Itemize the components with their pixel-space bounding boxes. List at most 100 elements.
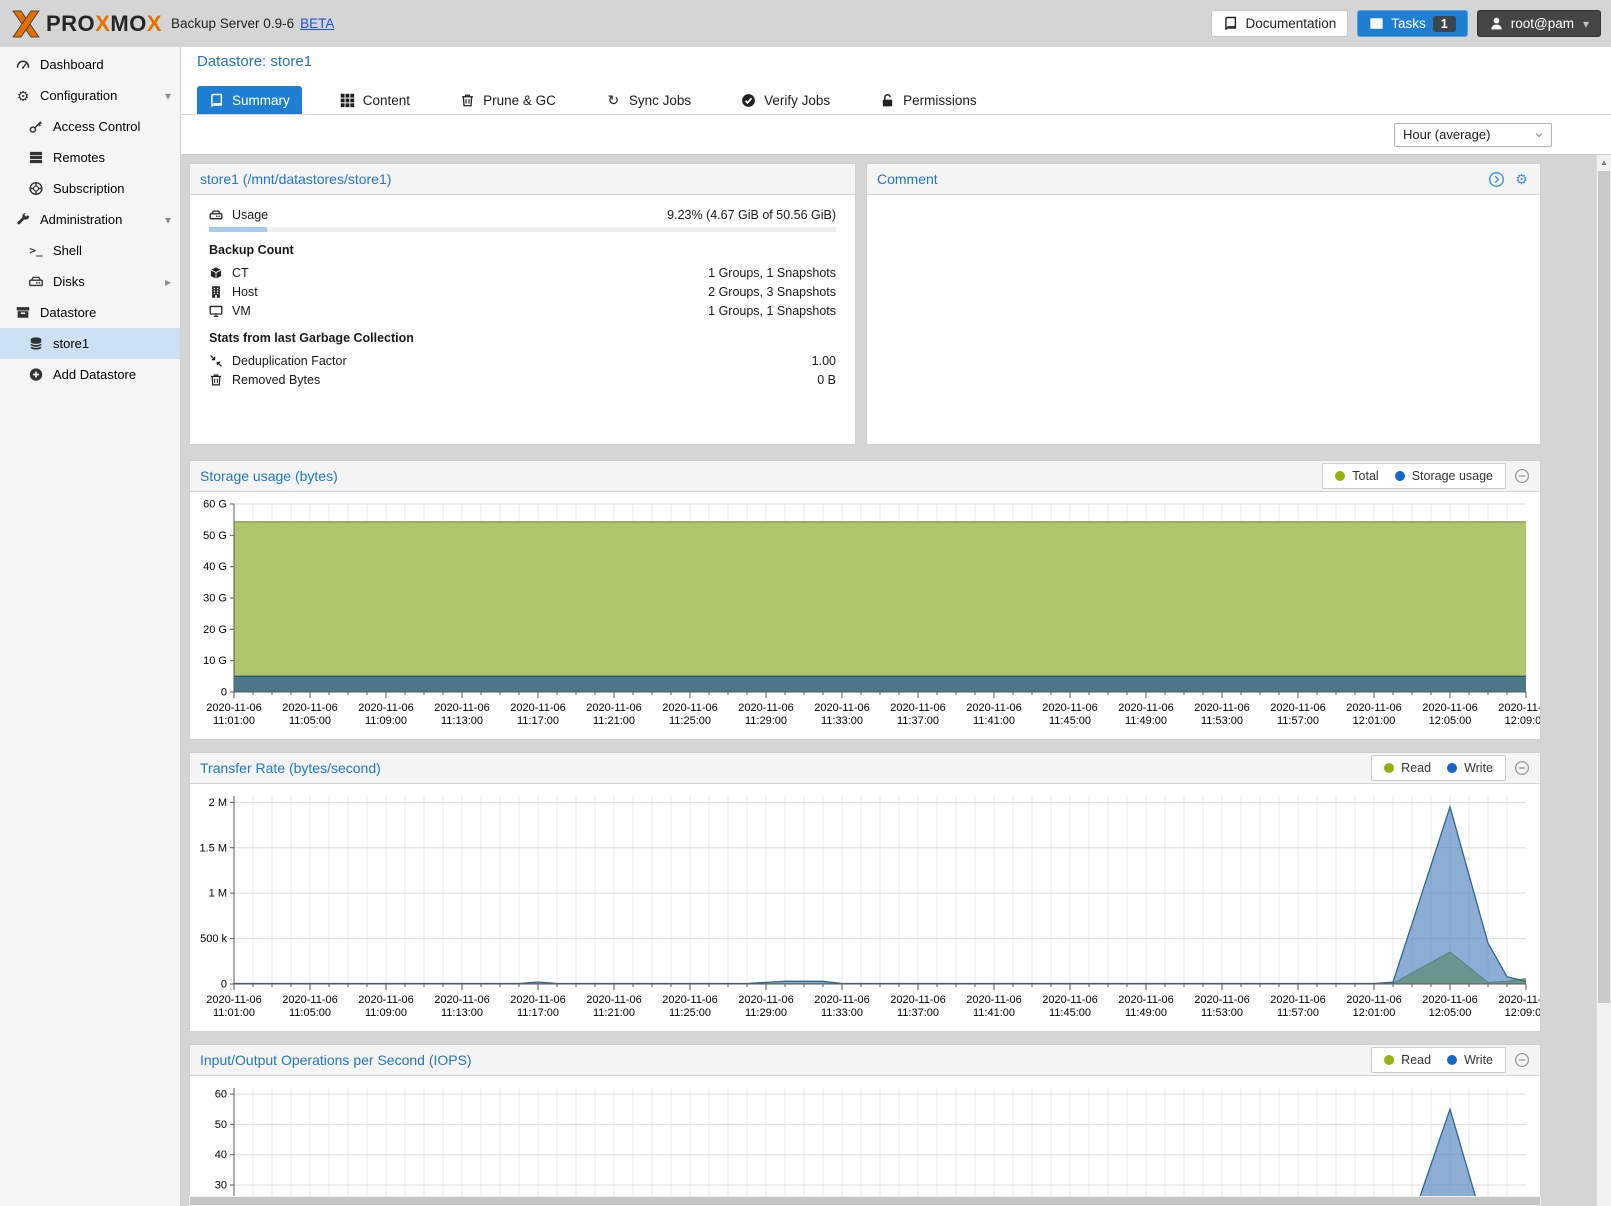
chart-title: Storage usage (bytes) [200, 468, 338, 484]
chevron-down-icon: ▾ [1582, 16, 1589, 31]
tab-summary[interactable]: Summary [197, 86, 302, 114]
svg-text:2020-11-06: 2020-11-06 [358, 994, 413, 1006]
horizontal-scrollbar[interactable] [189, 1196, 1541, 1206]
svg-text:2020-11-06: 2020-11-06 [586, 702, 641, 714]
tasks-button[interactable]: Tasks 1 [1357, 10, 1468, 37]
top-bar: PROXMOX Backup Server 0.9-6 BETA Documen… [0, 0, 1611, 47]
beta-link[interactable]: BETA [300, 16, 335, 31]
tab-content[interactable]: Content [328, 86, 422, 114]
minus-circle-icon[interactable] [1514, 760, 1530, 776]
svg-text:2020-11-06: 2020-11-06 [1042, 994, 1097, 1006]
chart-legend: Total Storage usage [1322, 463, 1506, 489]
legend-entry-read[interactable]: Read [1384, 761, 1431, 775]
svg-text:11:01:00: 11:01:00 [213, 1007, 255, 1019]
legend-label: Write [1464, 761, 1493, 775]
legend-label: Read [1401, 761, 1432, 775]
scroll-up-arrow[interactable]: ▲ [1600, 158, 1608, 167]
svg-text:2 M: 2 M [209, 797, 227, 809]
user-menu-button[interactable]: root@pam ▾ [1476, 10, 1601, 37]
tab-verify-jobs[interactable]: Verify Jobs [729, 86, 842, 114]
svg-text:0: 0 [221, 687, 227, 699]
sidebar-item-configuration[interactable]: ⚙ Configuration ▾ [0, 80, 180, 111]
storage-usage-chart: 0 10 G 20 G 30 G 40 G 50 G 60 G 2020-11-06 11:01… [190, 492, 1554, 743]
svg-text:2020-11-06: 2020-11-06 [1270, 702, 1325, 714]
svg-text:12:09:00: 12:09:00 [1505, 715, 1540, 727]
svg-text:11:41:00: 11:41:00 [973, 1007, 1015, 1019]
product-name: Backup Server 0.9-6 [171, 16, 295, 31]
legend-dot-icon [1447, 763, 1458, 773]
tab-sync-jobs[interactable]: ↻ Sync Jobs [594, 86, 703, 114]
sidebar-item-label: Shell [53, 243, 82, 258]
svg-text:11:33:00: 11:33:00 [821, 715, 863, 727]
tab-permissions[interactable]: Permissions [868, 86, 989, 114]
tab-prune-gc[interactable]: Prune & GC [448, 86, 568, 114]
svg-text:11:33:00: 11:33:00 [821, 1007, 863, 1019]
stat-label: Usage [232, 207, 269, 222]
stat-label: Host [232, 284, 258, 299]
documentation-button[interactable]: Documentation [1211, 10, 1349, 37]
svg-text:2020-11-06: 2020-11-06 [206, 994, 261, 1006]
sidebar-item-label: Configuration [40, 88, 118, 103]
book-icon [1223, 16, 1238, 31]
svg-text:1 M: 1 M [209, 888, 227, 900]
caret-down-icon: ▾ [164, 88, 171, 103]
svg-text:0: 0 [221, 979, 227, 991]
terminal-icon: >_ [29, 244, 43, 257]
timeframe-select[interactable]: Hour (average) [1394, 122, 1552, 147]
sidebar-item-add-datastore[interactable]: Add Datastore [0, 359, 180, 390]
sidebar-item-disks[interactable]: Disks ▸ [0, 266, 180, 297]
book-icon [209, 93, 224, 108]
legend-entry-write[interactable]: Write [1447, 761, 1493, 775]
svg-text:11:17:00: 11:17:00 [517, 715, 559, 727]
svg-text:2020-11-06: 2020-11-06 [1346, 994, 1401, 1006]
svg-text:12:05:00: 12:05:00 [1429, 715, 1472, 727]
legend-entry-read[interactable]: Read [1384, 1053, 1431, 1067]
sidebar-item-subscription[interactable]: Subscription [0, 173, 180, 204]
minus-circle-icon[interactable] [1514, 468, 1530, 484]
svg-text:2020-11-06: 2020-11-06 [814, 702, 869, 714]
legend-dot-icon [1335, 471, 1346, 481]
svg-text:11:05:00: 11:05:00 [289, 715, 331, 727]
sidebar-item-administration[interactable]: Administration ▾ [0, 204, 180, 235]
svg-text:40: 40 [215, 1149, 227, 1161]
sidebar-item-datastore[interactable]: Datastore [0, 297, 180, 328]
datastore-summary-body: Usage 9.23% (4.67 GiB of 50.56 GiB) Backup… [190, 195, 855, 399]
legend-entry-storage-usage[interactable]: Storage usage [1394, 469, 1493, 483]
chart-title: Transfer Rate (bytes/second) [200, 760, 381, 776]
svg-text:2020-11-06: 2020-11-06 [1042, 702, 1097, 714]
backup-count-row-host: Host 2 Groups, 3 Snapshots [209, 282, 836, 301]
vertical-scrollbar-thumb[interactable] [1598, 171, 1610, 1003]
comment-panel: Comment ⚙ [866, 163, 1541, 445]
legend-entry-total[interactable]: Total [1335, 469, 1379, 483]
svg-text:11:37:00: 11:37:00 [897, 1007, 939, 1019]
legend-dot-icon [1447, 1055, 1458, 1065]
tab-label: Summary [232, 92, 290, 108]
svg-text:11:41:00: 11:41:00 [973, 715, 1015, 727]
minus-circle-icon[interactable] [1514, 1052, 1530, 1068]
stat-label: Deduplication Factor [232, 353, 347, 368]
svg-text:50 G: 50 G [203, 530, 227, 542]
sidebar-item-remotes[interactable]: Remotes [0, 142, 180, 173]
brand-wordmark: PROXMOX [46, 11, 162, 37]
svg-text:50: 50 [215, 1119, 227, 1131]
svg-text:2020-11-06: 2020-11-06 [510, 702, 565, 714]
brand-letter: X [95, 10, 111, 36]
sidebar-item-store1[interactable]: store1 [0, 328, 180, 359]
svg-text:2020-11-06: 2020-11-06 [738, 702, 793, 714]
sidebar-item-access-control[interactable]: Access Control [0, 111, 180, 142]
gear-icon[interactable]: ⚙ [1515, 171, 1528, 187]
sidebar-item-dashboard[interactable]: Dashboard [0, 49, 180, 80]
svg-text:2020-11-06: 2020-11-06 [1270, 994, 1325, 1006]
svg-text:11:13:00: 11:13:00 [441, 1007, 483, 1019]
brand-letter: MO [110, 10, 147, 36]
circle-chevron-right-icon[interactable] [1488, 171, 1505, 188]
horizontal-scrollbar-thumb[interactable] [190, 1197, 1540, 1205]
tab-bar: Summary Content Prune & GC ↻ Sync Jobs Verify… [181, 86, 1611, 115]
sidebar-item-shell[interactable]: >_ Shell [0, 235, 180, 266]
vertical-scrollbar[interactable]: ▲ [1596, 155, 1611, 1206]
legend-label: Read [1401, 1053, 1432, 1067]
legend-entry-write[interactable]: Write [1447, 1053, 1493, 1067]
sidebar: Dashboard ⚙ Configuration ▾ Access Control Re… [0, 47, 181, 1206]
tab-label: Verify Jobs [764, 92, 831, 108]
